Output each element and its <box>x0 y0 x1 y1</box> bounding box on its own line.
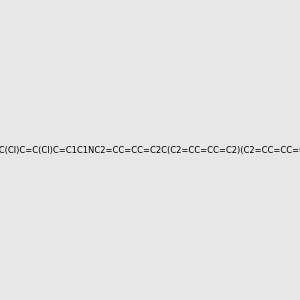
Text: OC1=C(Cl)C=C(Cl)C=C1C1NC2=CC=CC=C2C(C2=CC=CC=C2)(C2=CC=CC=C2)O1: OC1=C(Cl)C=C(Cl)C=C1C1NC2=CC=CC=C2C(C2=C… <box>0 146 300 154</box>
